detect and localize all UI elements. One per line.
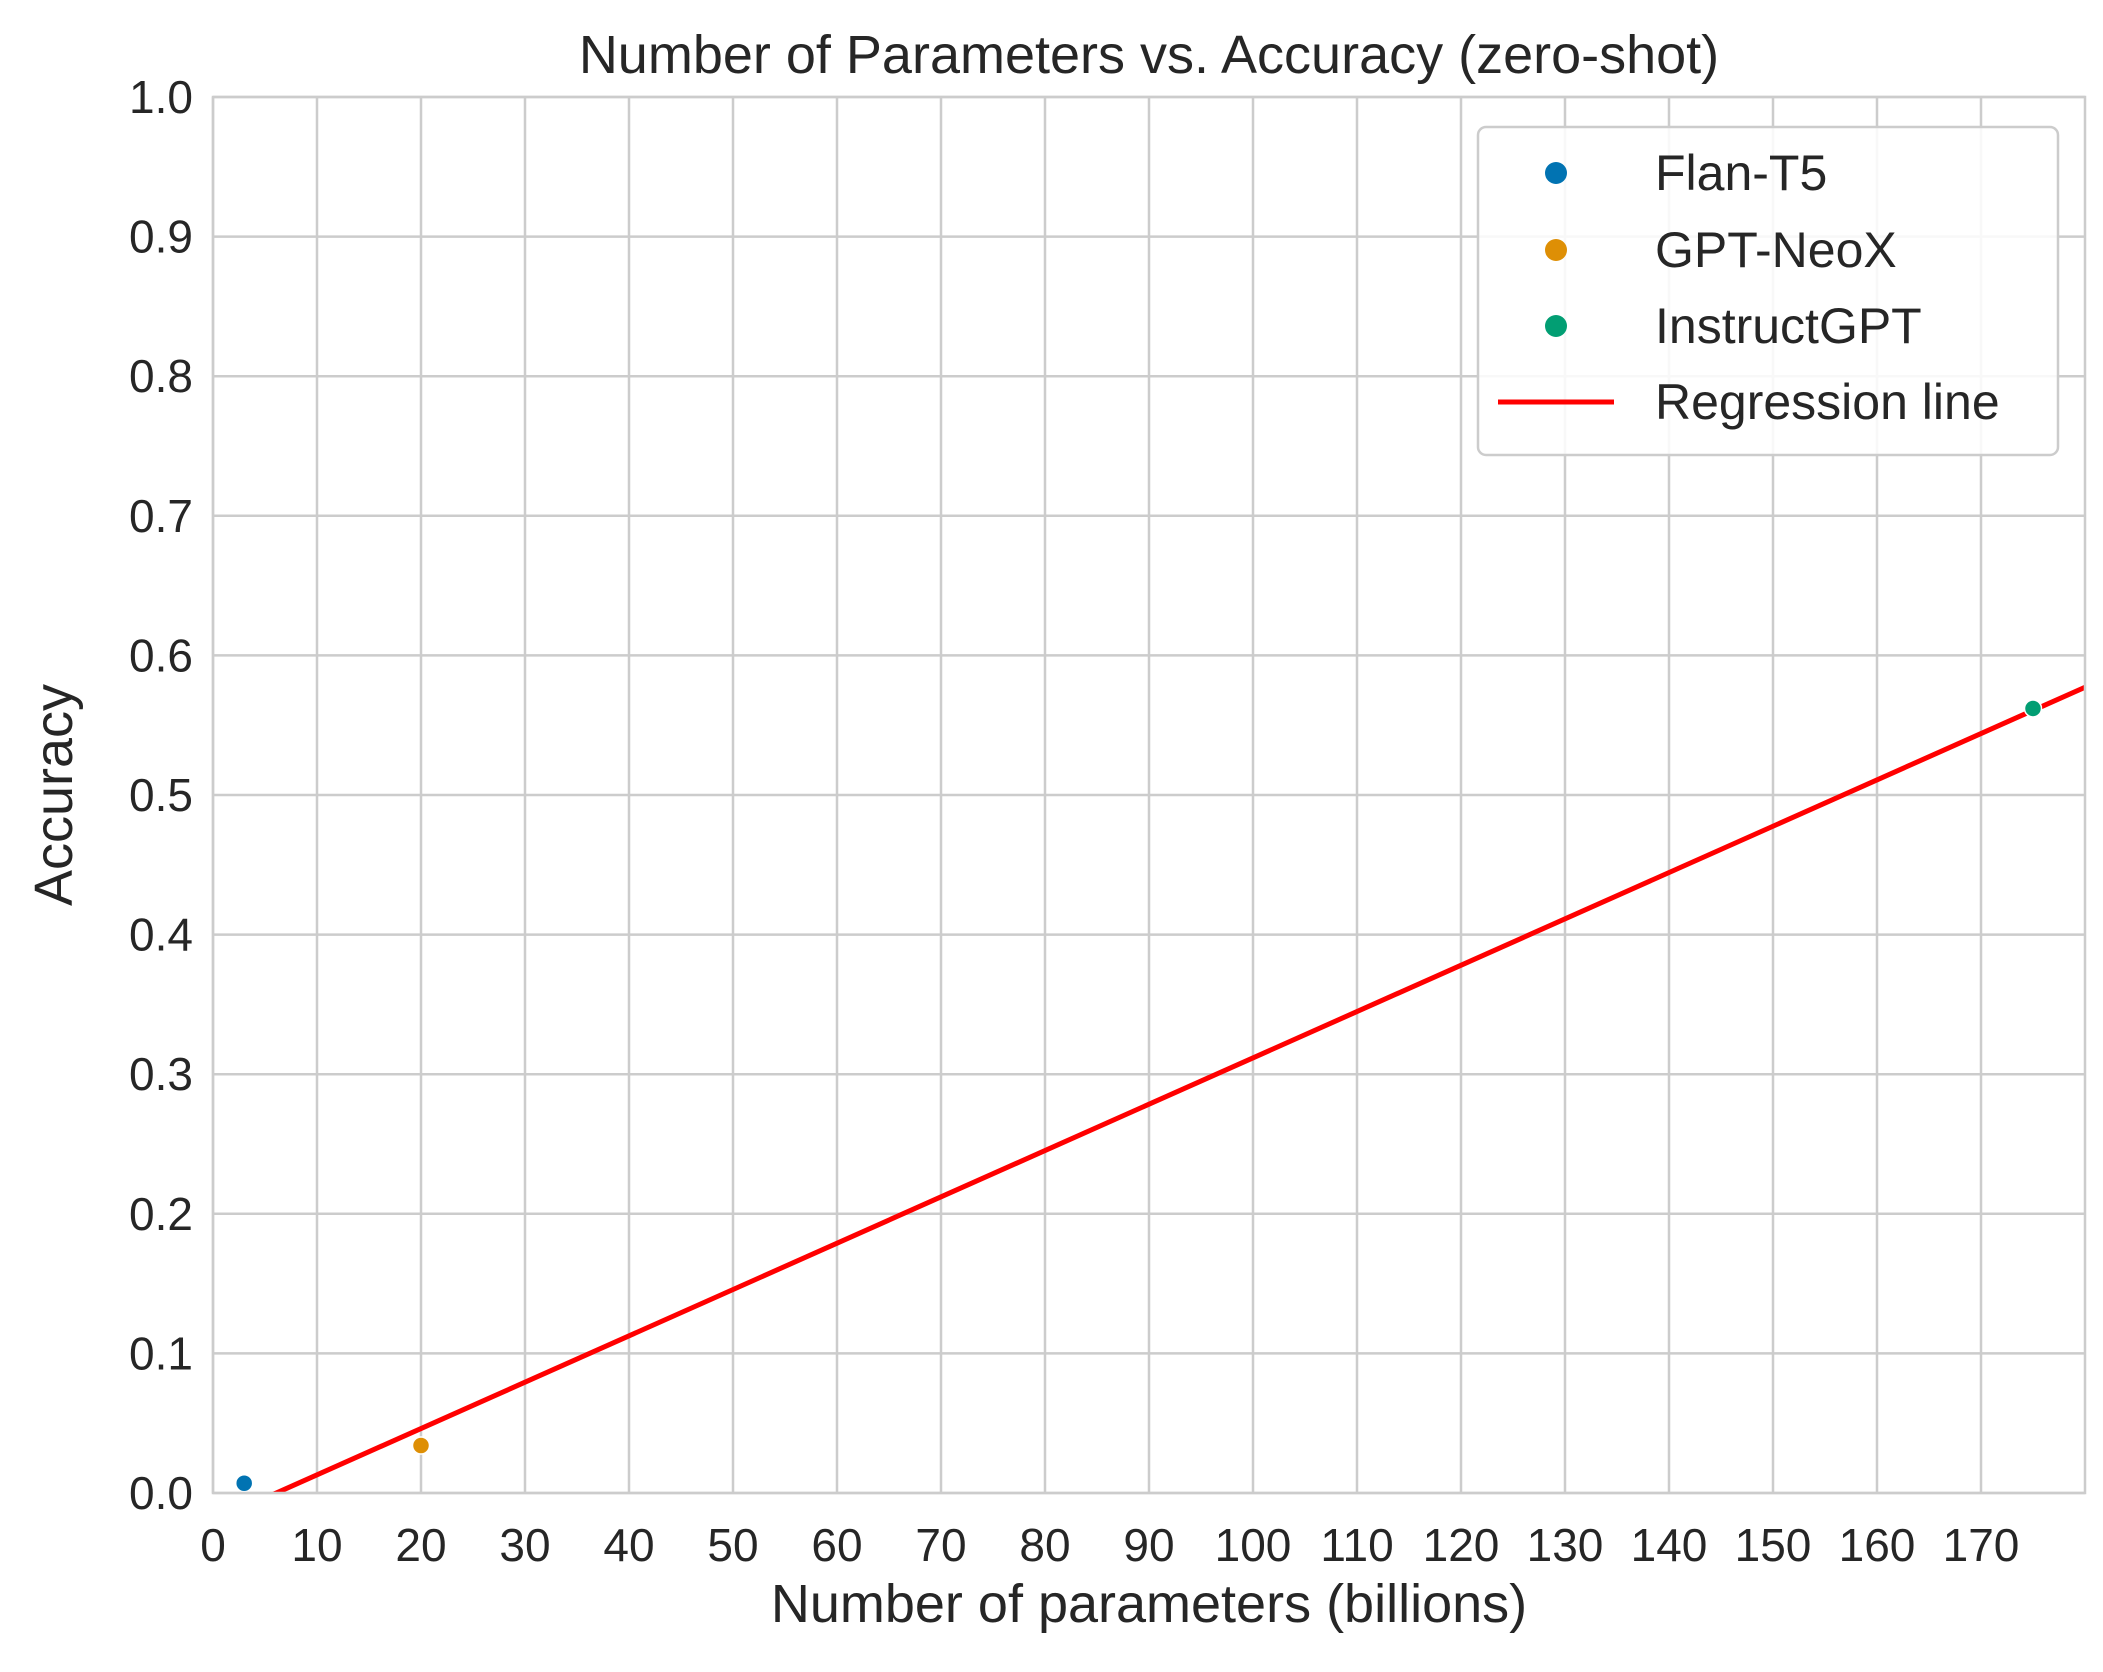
y-tick-label: 0.9	[129, 211, 193, 263]
x-tick-label: 100	[1215, 1519, 1292, 1571]
x-tick-label: 160	[1839, 1519, 1916, 1571]
grid-lines	[211, 95, 2085, 1495]
x-tick-label: 90	[1123, 1519, 1174, 1571]
data-points	[234, 699, 2043, 1493]
x-tick-label: 120	[1423, 1519, 1500, 1571]
x-tick-label: 0	[200, 1519, 226, 1571]
x-tick-label: 30	[499, 1519, 550, 1571]
x-tick-labels: 0 10 20 30 40 50 60 70 80 90 100 110 120 130 140 150 160…	[200, 1519, 2019, 1571]
x-tick-label: 150	[1735, 1519, 1812, 1571]
x-tick-label: 20	[395, 1519, 446, 1571]
x-tick-label: 10	[291, 1519, 342, 1571]
y-tick-labels: 0.0 0.1 0.2 0.3 0.4 0.5 0.6 0.7 0.8 0.9 1.0	[129, 71, 193, 1519]
legend-label-regression: Regression line	[1655, 374, 2000, 430]
y-axis-label: Accuracy	[24, 684, 84, 906]
legend-label-gpt-neox: GPT-NeoX	[1655, 222, 1897, 278]
legend: Flan-T5 GPT-NeoX InstructGPT Regression …	[1476, 125, 2060, 457]
data-point-flan-t5	[234, 1473, 254, 1493]
y-tick-label: 0.2	[129, 1188, 193, 1240]
legend-label-instructgpt: InstructGPT	[1655, 298, 1922, 354]
y-tick-label: 0.3	[129, 1048, 193, 1100]
data-point-gpt-neox	[411, 1436, 431, 1455]
y-tick-label: 0.8	[129, 350, 193, 402]
legend-label-flan-t5: Flan-T5	[1655, 145, 1827, 201]
x-axis-label: Number of parameters (billions)	[771, 1574, 1527, 1634]
legend-marker-gpt-neox	[1545, 239, 1567, 261]
y-tick-label: 0.6	[129, 629, 193, 681]
x-tick-label: 170	[1943, 1519, 2020, 1571]
x-tick-label: 130	[1527, 1519, 1604, 1571]
x-tick-label: 60	[811, 1519, 862, 1571]
plot-frame	[211, 95, 2087, 1495]
x-tick-label: 110	[1320, 1519, 1393, 1571]
y-tick-label: 1.0	[129, 71, 193, 123]
legend-frame	[1476, 125, 2060, 457]
legend-marker-instructgpt	[1545, 315, 1567, 337]
x-tick-label: 40	[603, 1519, 654, 1571]
y-tick-label: 0.7	[129, 490, 193, 542]
x-tick-label: 50	[707, 1519, 758, 1571]
x-tick-label: 80	[1019, 1519, 1070, 1571]
chart-title: Number of Parameters vs. Accuracy (zero-…	[579, 25, 1719, 85]
y-tick-label: 0.0	[129, 1467, 193, 1519]
data-point-instructgpt	[2023, 699, 2043, 718]
y-tick-label: 0.1	[129, 1327, 193, 1379]
y-tick-label: 0.4	[129, 909, 193, 961]
regression-line	[270, 684, 2085, 1493]
x-tick-label: 70	[915, 1519, 966, 1571]
legend-marker-flan-t5	[1545, 162, 1567, 184]
y-tick-label: 0.5	[129, 769, 193, 821]
regression-layer	[270, 684, 2085, 1493]
x-tick-label: 140	[1631, 1519, 1708, 1571]
